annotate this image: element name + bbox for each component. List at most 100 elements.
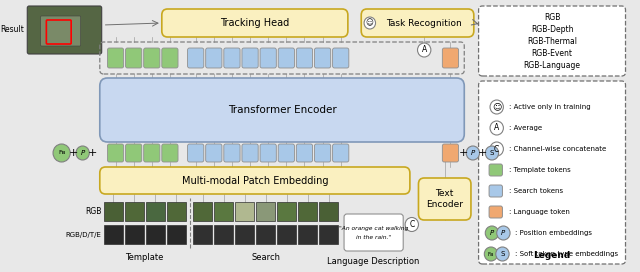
Circle shape	[485, 146, 499, 160]
Text: : Template tokens: : Template tokens	[509, 167, 571, 173]
Text: RGB-Language: RGB-Language	[524, 60, 580, 70]
FancyBboxPatch shape	[205, 48, 222, 68]
Bar	[319, 225, 339, 244]
Circle shape	[76, 146, 90, 160]
FancyBboxPatch shape	[242, 144, 258, 162]
Text: : Position embeddings: : Position embeddings	[515, 230, 592, 236]
Text: Legend: Legend	[533, 251, 571, 259]
Text: S: S	[490, 150, 494, 156]
Bar	[104, 202, 123, 221]
FancyBboxPatch shape	[489, 206, 502, 218]
Bar	[277, 202, 296, 221]
Text: Multi-modal Patch Embedding: Multi-modal Patch Embedding	[182, 175, 328, 186]
FancyBboxPatch shape	[144, 144, 160, 162]
Text: A: A	[494, 123, 499, 132]
Text: C: C	[409, 220, 415, 229]
Bar	[125, 202, 144, 221]
FancyBboxPatch shape	[188, 144, 204, 162]
Bar	[236, 225, 254, 244]
FancyBboxPatch shape	[224, 48, 240, 68]
FancyBboxPatch shape	[100, 78, 464, 142]
FancyBboxPatch shape	[260, 144, 276, 162]
Text: ☺: ☺	[366, 18, 374, 27]
Circle shape	[417, 43, 431, 57]
FancyBboxPatch shape	[162, 9, 348, 37]
Text: P: P	[490, 230, 494, 236]
FancyBboxPatch shape	[162, 144, 178, 162]
FancyBboxPatch shape	[479, 81, 625, 264]
Text: "An orange cat walking: "An orange cat walking	[339, 226, 408, 231]
Text: Task Recognition: Task Recognition	[387, 18, 462, 27]
FancyBboxPatch shape	[40, 16, 81, 46]
Text: +: +	[68, 148, 78, 158]
Text: +: +	[477, 148, 487, 158]
Text: Fʙ: Fʙ	[58, 150, 65, 156]
Circle shape	[490, 121, 504, 135]
Text: : Active only in training: : Active only in training	[509, 104, 591, 110]
Text: P: P	[471, 150, 475, 156]
Text: in the rain.": in the rain."	[356, 235, 391, 240]
FancyBboxPatch shape	[260, 48, 276, 68]
Text: : Average: : Average	[509, 125, 542, 131]
FancyBboxPatch shape	[479, 6, 625, 76]
Text: +: +	[459, 148, 468, 158]
FancyBboxPatch shape	[344, 214, 403, 251]
Bar	[298, 225, 317, 244]
FancyBboxPatch shape	[125, 144, 142, 162]
Bar	[277, 225, 296, 244]
Circle shape	[490, 142, 504, 156]
Bar	[145, 225, 164, 244]
Bar	[104, 225, 123, 244]
Circle shape	[53, 144, 70, 162]
Text: : Search tokens: : Search tokens	[509, 188, 563, 194]
FancyBboxPatch shape	[419, 178, 471, 220]
Bar	[193, 202, 212, 221]
FancyBboxPatch shape	[442, 144, 458, 162]
FancyBboxPatch shape	[314, 48, 331, 68]
Text: Language Description: Language Description	[328, 256, 420, 265]
Bar	[256, 225, 275, 244]
FancyBboxPatch shape	[489, 185, 502, 197]
FancyBboxPatch shape	[28, 6, 102, 54]
FancyBboxPatch shape	[278, 48, 294, 68]
FancyBboxPatch shape	[108, 144, 124, 162]
Text: Search: Search	[252, 254, 280, 262]
FancyBboxPatch shape	[108, 48, 124, 68]
Circle shape	[496, 247, 509, 261]
FancyBboxPatch shape	[314, 144, 331, 162]
Text: +: +	[88, 148, 97, 158]
Bar	[166, 225, 186, 244]
Circle shape	[485, 226, 499, 240]
Text: S: S	[500, 251, 504, 257]
Text: RGB/D/T/E: RGB/D/T/E	[66, 231, 102, 237]
Text: Transformer Encoder: Transformer Encoder	[228, 105, 337, 115]
Text: ☺: ☺	[492, 102, 501, 111]
FancyBboxPatch shape	[205, 144, 222, 162]
Text: P: P	[81, 150, 84, 156]
Circle shape	[405, 218, 419, 231]
Text: RGB: RGB	[544, 13, 560, 21]
Bar	[298, 202, 317, 221]
Circle shape	[364, 17, 376, 29]
Bar	[145, 202, 164, 221]
FancyBboxPatch shape	[442, 48, 458, 68]
FancyBboxPatch shape	[125, 48, 142, 68]
Text: : Language token: : Language token	[509, 209, 570, 215]
FancyBboxPatch shape	[242, 48, 258, 68]
Bar	[214, 225, 234, 244]
Bar	[193, 225, 212, 244]
FancyBboxPatch shape	[188, 48, 204, 68]
Text: Result: Result	[1, 26, 24, 35]
FancyBboxPatch shape	[162, 48, 178, 68]
FancyBboxPatch shape	[489, 164, 502, 176]
FancyBboxPatch shape	[333, 48, 349, 68]
FancyBboxPatch shape	[333, 144, 349, 162]
Text: : Soft token type embeddings: : Soft token type embeddings	[515, 251, 618, 257]
Bar	[214, 202, 234, 221]
Text: P: P	[501, 230, 506, 236]
Circle shape	[466, 146, 479, 160]
Text: Text
Encoder: Text Encoder	[426, 189, 463, 209]
Text: RGB-Event: RGB-Event	[532, 48, 573, 57]
FancyBboxPatch shape	[296, 144, 312, 162]
FancyBboxPatch shape	[144, 48, 160, 68]
